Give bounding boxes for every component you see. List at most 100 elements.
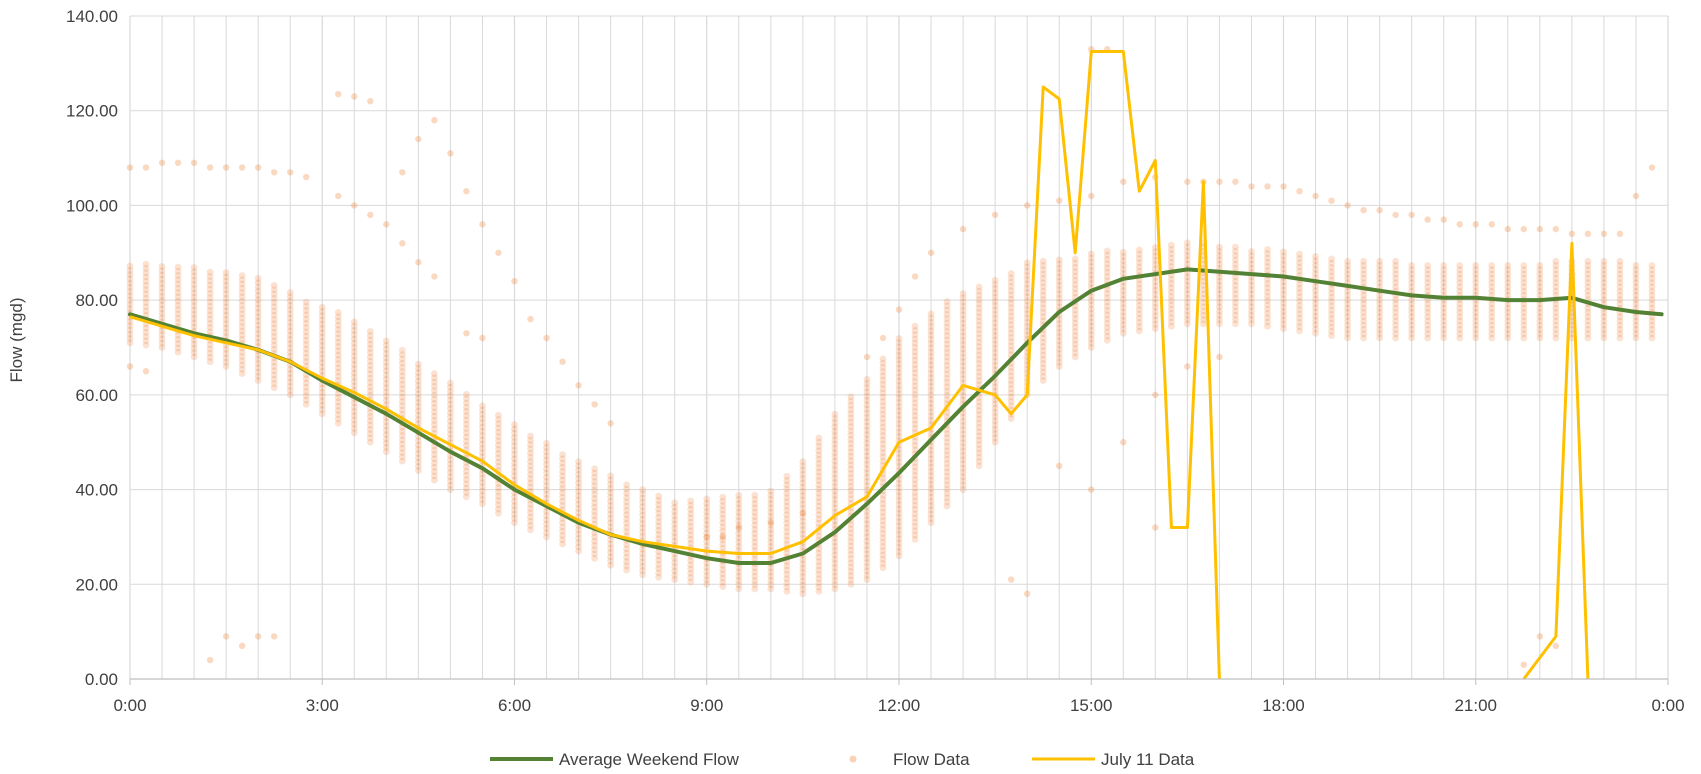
flow-data-point [1504,309,1512,316]
flow-data-point [414,462,422,470]
flow-data-point [511,455,518,463]
flow-data-point [334,398,342,406]
flow-data-point [1087,305,1095,313]
flow-data-point [895,497,903,504]
flow-data-point [959,426,967,434]
flow-data-point [1264,183,1271,190]
flow-data-point [879,560,887,567]
flow-data-point [607,480,615,488]
flow-data-point [447,417,454,425]
flow-data-point [1536,262,1544,269]
flow-data-point [126,363,134,370]
flow-data-point [879,389,887,397]
flow-data-point [334,415,342,423]
flow-data-point [847,414,855,422]
flow-data-point [959,371,967,378]
flow-data-point [799,510,807,517]
flow-data-point [174,263,182,271]
flow-data-point [1183,247,1191,255]
legend-item-average-weekend-flow[interactable]: Average Weekend Flow [490,750,740,769]
flow-data-point [671,554,679,562]
flow-data-point [735,568,743,576]
flow-data-point [847,423,855,430]
flow-data-point [447,379,454,387]
flow-data-point [206,273,214,280]
flow-data-point [1376,321,1384,329]
flow-data-point [1039,360,1047,368]
flow-data-point [350,429,358,437]
flow-data-point [1199,307,1207,315]
flow-data-point [895,484,903,492]
flow-data-point [1328,323,1335,331]
flow-data-point [1151,265,1159,273]
flow-data-point [991,383,999,391]
flow-data-point [398,368,406,376]
flow-data-point [591,542,599,549]
flow-data-point [639,520,647,528]
flow-data-point [911,382,919,390]
flow-data-point [927,323,935,331]
flow-data-point [911,356,919,364]
flow-data-point [1071,315,1079,323]
flow-data-point [1504,287,1512,295]
flow-data-point [671,516,679,524]
flow-data-point [366,434,374,442]
flow-data-point [254,279,262,287]
flow-data-point [703,504,711,511]
flow-data-point [959,435,967,442]
flow-data-point [911,408,919,415]
flow-data-point [1328,302,1335,310]
flow-data-point [190,353,198,361]
flow-data-point [1360,296,1368,304]
flow-data-point [1151,308,1159,315]
flow-data-point [190,298,198,305]
flow-data-point [719,574,727,582]
flow-data-point [206,268,214,276]
flow-data-point [831,543,839,550]
flow-data-point [1055,333,1063,341]
flow-data-point [863,384,871,392]
flow-data-point [382,439,390,447]
flow-data-point [527,526,534,534]
flow-data-point [1584,321,1592,329]
flow-data-point [943,438,951,446]
flow-data-point [158,305,166,313]
flow-data-point [783,549,791,557]
flow-data-point [1312,295,1319,303]
flow-data-point [751,568,759,576]
flow-data-point [222,303,230,311]
flow-data-point [238,284,246,292]
flow-data-point [1199,299,1207,306]
flow-data-point [879,393,887,401]
flow-data-point [1151,295,1159,303]
flow-data-point [1488,274,1496,282]
flow-data-point [927,365,935,373]
flow-data-point [895,356,903,364]
flow-data-point [1344,202,1351,209]
flow-data-point [270,345,278,353]
flow-data-point [414,411,422,419]
flow-data-point [1071,259,1079,267]
flow-data-point [639,494,647,502]
flow-data-point [639,503,647,511]
flow-data-point [735,491,743,499]
flow-data-point [863,456,871,464]
legend-item-july-11-data[interactable]: July 11 Data [1032,750,1195,769]
flow-data-point [1536,321,1544,329]
flow-data-point [1183,299,1191,306]
flow-data-point [1232,243,1239,251]
flow-data-point [447,150,454,157]
flow-data-point [623,549,631,557]
legend-item-flow-data[interactable]: Flow Data [849,750,971,769]
flow-data-point [1472,313,1480,321]
flow-data-point [286,353,294,360]
flow-data-point [1328,268,1335,276]
flow-data-point [735,500,743,508]
flow-data-point [1135,255,1143,262]
flow-data-point [126,339,134,347]
flow-data-point [398,385,406,393]
flow-data-point [414,445,422,453]
flow-data-point [991,430,999,438]
flow-data-point [559,468,566,475]
flow-data-point [1600,292,1608,299]
